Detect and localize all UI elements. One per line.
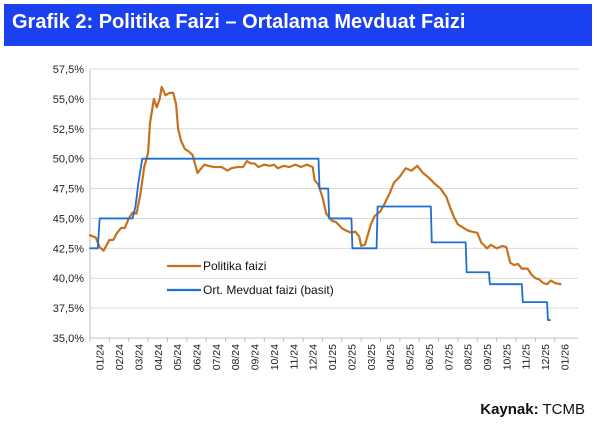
x-tick-label: 07/24	[211, 344, 223, 370]
gridlines	[90, 68, 578, 339]
source-note: Kaynak: TCMB	[480, 401, 585, 418]
x-tick-label: 04/25	[385, 344, 397, 370]
y-tick-label: 50,0%	[53, 154, 84, 166]
x-tick-label: 08/25	[463, 344, 475, 370]
x-tick-label: 02/24	[114, 344, 126, 370]
x-tick-label: 07/25	[443, 344, 455, 370]
x-tick-label: 05/25	[405, 344, 417, 370]
x-tick-label: 05/24	[172, 344, 184, 370]
x-tick-label: 09/24	[250, 344, 262, 370]
x-tick-label: 01/25	[327, 344, 339, 370]
x-tick-label: 04/24	[153, 344, 165, 370]
y-tick-label: 37,5%	[53, 303, 84, 315]
y-tick-label: 52,5%	[53, 124, 84, 136]
y-tick-label: 40,0%	[53, 273, 84, 285]
chart-title: Grafik 2: Politika Faizi – Ortalama Mevd…	[12, 11, 466, 33]
x-tick-label: 09/25	[482, 344, 494, 370]
x-axis-ticks: 01/24 02/24 03/24 04/24 05/24 06/24 07/24 08/24…	[89, 338, 571, 370]
x-tick-label: 03/25	[366, 344, 378, 370]
y-tick-label: 35,0%	[53, 333, 84, 345]
x-tick-label: 11/24	[288, 344, 300, 370]
legend: Politika faizi Ort. Mevduat faizi (basit)	[167, 259, 334, 297]
y-axis-ticks: 35,0% 37,5% 40,0% 42,5% 45,0% 47,5% 50,0% 52,5%…	[53, 64, 84, 345]
x-tick-label: 12/24	[308, 344, 320, 370]
y-tick-label: 47,5%	[53, 184, 84, 196]
axes	[89, 69, 578, 339]
x-tick-label: 02/25	[346, 344, 358, 370]
legend-label: Politika faizi	[203, 259, 266, 273]
y-tick-label: 42,5%	[53, 243, 84, 255]
x-tick-label: 06/25	[424, 344, 436, 370]
x-tick-label: 06/24	[192, 344, 204, 370]
x-tick-label: 11/25	[521, 344, 533, 370]
y-tick-label: 45,0%	[53, 213, 84, 225]
x-tick-label: 12/25	[540, 344, 552, 370]
x-tick-label: 01/24	[95, 344, 107, 370]
x-tick-label: 03/24	[133, 344, 145, 370]
policy-rate-line	[88, 85, 562, 286]
title-bar: Grafik 2: Politika Faizi – Ortalama Mevd…	[4, 4, 592, 46]
x-tick-label: 01/26	[559, 344, 571, 370]
x-tick-label: 10/25	[501, 344, 513, 370]
source-value: TCMB	[542, 401, 586, 418]
y-tick-label: 57,5%	[53, 64, 84, 76]
x-tick-label: 08/24	[230, 344, 242, 370]
y-tick-label: 55,0%	[53, 94, 84, 106]
deposit-rate-line	[89, 157, 551, 321]
x-tick-label: 10/24	[269, 344, 281, 370]
series-lines	[88, 85, 562, 321]
legend-label: Ort. Mevduat faizi (basit)	[203, 283, 334, 297]
source-label: Kaynak:	[480, 401, 539, 418]
